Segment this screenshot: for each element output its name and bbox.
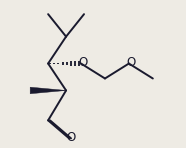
Text: O: O xyxy=(126,56,135,69)
Text: O: O xyxy=(78,56,87,69)
Text: O: O xyxy=(66,131,76,144)
Polygon shape xyxy=(30,87,66,94)
